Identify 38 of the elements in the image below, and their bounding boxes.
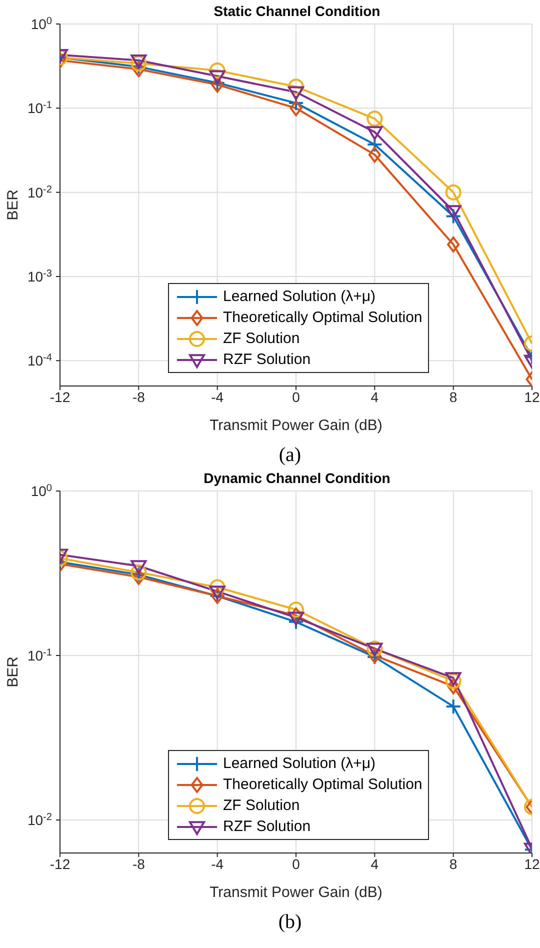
x-tick-label: -12: [50, 388, 70, 405]
text: (b): [277, 911, 303, 934]
y-axis-title: BER: [4, 656, 22, 688]
x-tick-label: -4: [211, 388, 224, 405]
x-tick-label: 4: [370, 388, 379, 405]
y-tick-label: 10$^{-2}$: [27, 184, 52, 200]
y-tick-label: 10$^{0}$: [30, 16, 52, 32]
x-tick-label: 12: [524, 856, 540, 872]
x-tick-label: 0: [292, 388, 300, 405]
x-tick-label: 8: [449, 388, 458, 405]
y-tick-label: 10$^{-4}$: [27, 352, 52, 369]
text: (a): [278, 444, 302, 467]
legend-label: Learned Solution (λ+μ): [223, 288, 376, 305]
legend-label: Theoretically Optimal Solution: [223, 776, 422, 793]
chart-title: Static Channel Condition: [214, 3, 380, 19]
legend-label: Learned Solution (λ+μ): [223, 755, 376, 772]
x-tick-label: -12: [50, 856, 70, 872]
y-tick-label: 10$^{0}$: [30, 482, 52, 499]
y-tick-label: 10$^{-1}$: [27, 100, 52, 116]
y-tick-label: 10$^{-3}$: [27, 268, 52, 284]
x-tick-label: -8: [132, 388, 146, 405]
y-tick-label: 10$^{-1}$: [27, 646, 52, 664]
legend-label: RZF Solution: [223, 351, 311, 368]
x-tick-label: 8: [449, 856, 458, 872]
y-axis-title: BER: [4, 189, 22, 220]
legend-label: ZF Solution: [223, 797, 300, 814]
legend-label: Theoretically Optimal Solution: [223, 309, 422, 326]
x-tick-label: -4: [211, 856, 224, 872]
x-tick-label: 0: [292, 856, 300, 872]
x-tick-label: 4: [370, 856, 379, 872]
x-axis-title: Transmit Power Gain (dB): [210, 417, 382, 434]
legend-label: ZF Solution: [223, 330, 300, 347]
x-axis-title: Transmit Power Gain (dB): [210, 884, 382, 901]
y-tick-label: 10$^{-2}$: [27, 811, 52, 828]
chart-title: Dynamic Channel Condition: [204, 470, 390, 486]
x-tick-label: 12: [524, 388, 540, 405]
legend-label: RZF Solution: [223, 818, 311, 835]
x-tick-label: -8: [132, 856, 146, 872]
